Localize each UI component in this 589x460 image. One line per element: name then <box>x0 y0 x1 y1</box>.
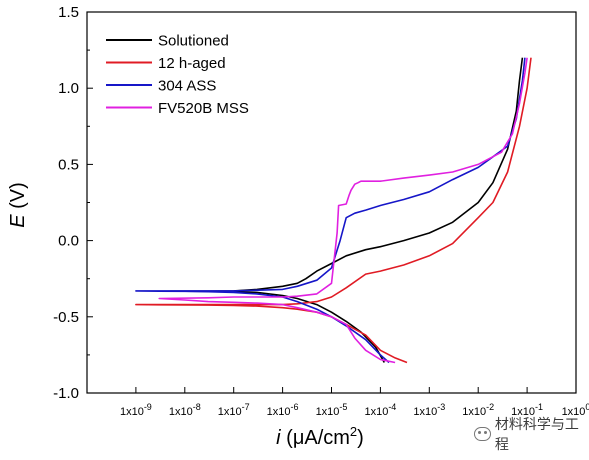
x-tick-label: 1x10-9 <box>120 402 152 418</box>
x-tick-label: 1x10-2 <box>462 402 494 418</box>
legend-label-4: FV520B MSS <box>158 100 249 117</box>
y-tick-label: -1.0 <box>53 385 79 402</box>
x-tick-label: 1x10-1 <box>511 402 543 418</box>
x-tick-label: 1x10-4 <box>364 402 396 418</box>
x-tick-label: 1x100 <box>562 402 589 418</box>
wechat-icon <box>474 427 491 441</box>
series-line-1 <box>169 57 524 363</box>
series-line-3 <box>135 57 526 364</box>
legend-label-1: Solutioned <box>158 33 229 50</box>
x-tick-label: 1x10-8 <box>169 402 201 418</box>
x-tick-label: 1x10-7 <box>218 402 250 418</box>
y-tick-label: -0.5 <box>53 309 79 326</box>
y-axis-label: E (V) <box>7 182 29 228</box>
y-tick-label: 1.0 <box>58 80 79 97</box>
x-tick-label: 1x10-6 <box>267 402 299 418</box>
axis-labels: E (V) i (μA/cm2) <box>7 182 364 449</box>
legend: Solutioned 12 h-aged 304 ASS FV520B MSS <box>106 33 249 117</box>
series-layer <box>135 57 532 364</box>
legend-label-2: 12 h-aged <box>158 55 226 72</box>
x-axis-label-italic: i <box>276 427 281 449</box>
y-axis-label-text: (V) <box>7 182 29 214</box>
x-axis-label-text: (μA/cm <box>281 427 350 449</box>
y-tick-label: 0.5 <box>58 156 79 173</box>
axes: -1.0 -0.5 0.0 0.5 1.0 1.5 1x10-9 1x10-8 1x10-7 1x… <box>53 4 589 418</box>
y-tick-label: 0.0 <box>58 233 79 250</box>
y-tick-label: 1.5 <box>58 4 79 21</box>
series-line-4 <box>158 57 528 364</box>
x-tick-label: 1x10-3 <box>413 402 445 418</box>
x-axis-label-close: ) <box>357 427 364 449</box>
x-tick-label: 1x10-5 <box>316 402 348 418</box>
watermark-text: 材料科学与工程 <box>494 417 579 453</box>
y-axis-label-italic: E <box>7 214 29 228</box>
x-axis-label-sup: 2 <box>350 424 357 439</box>
legend-label-3: 304 ASS <box>158 78 216 95</box>
x-axis-label: i (μA/cm2) <box>276 424 364 449</box>
watermark: 材料科学与工程 <box>474 417 586 453</box>
